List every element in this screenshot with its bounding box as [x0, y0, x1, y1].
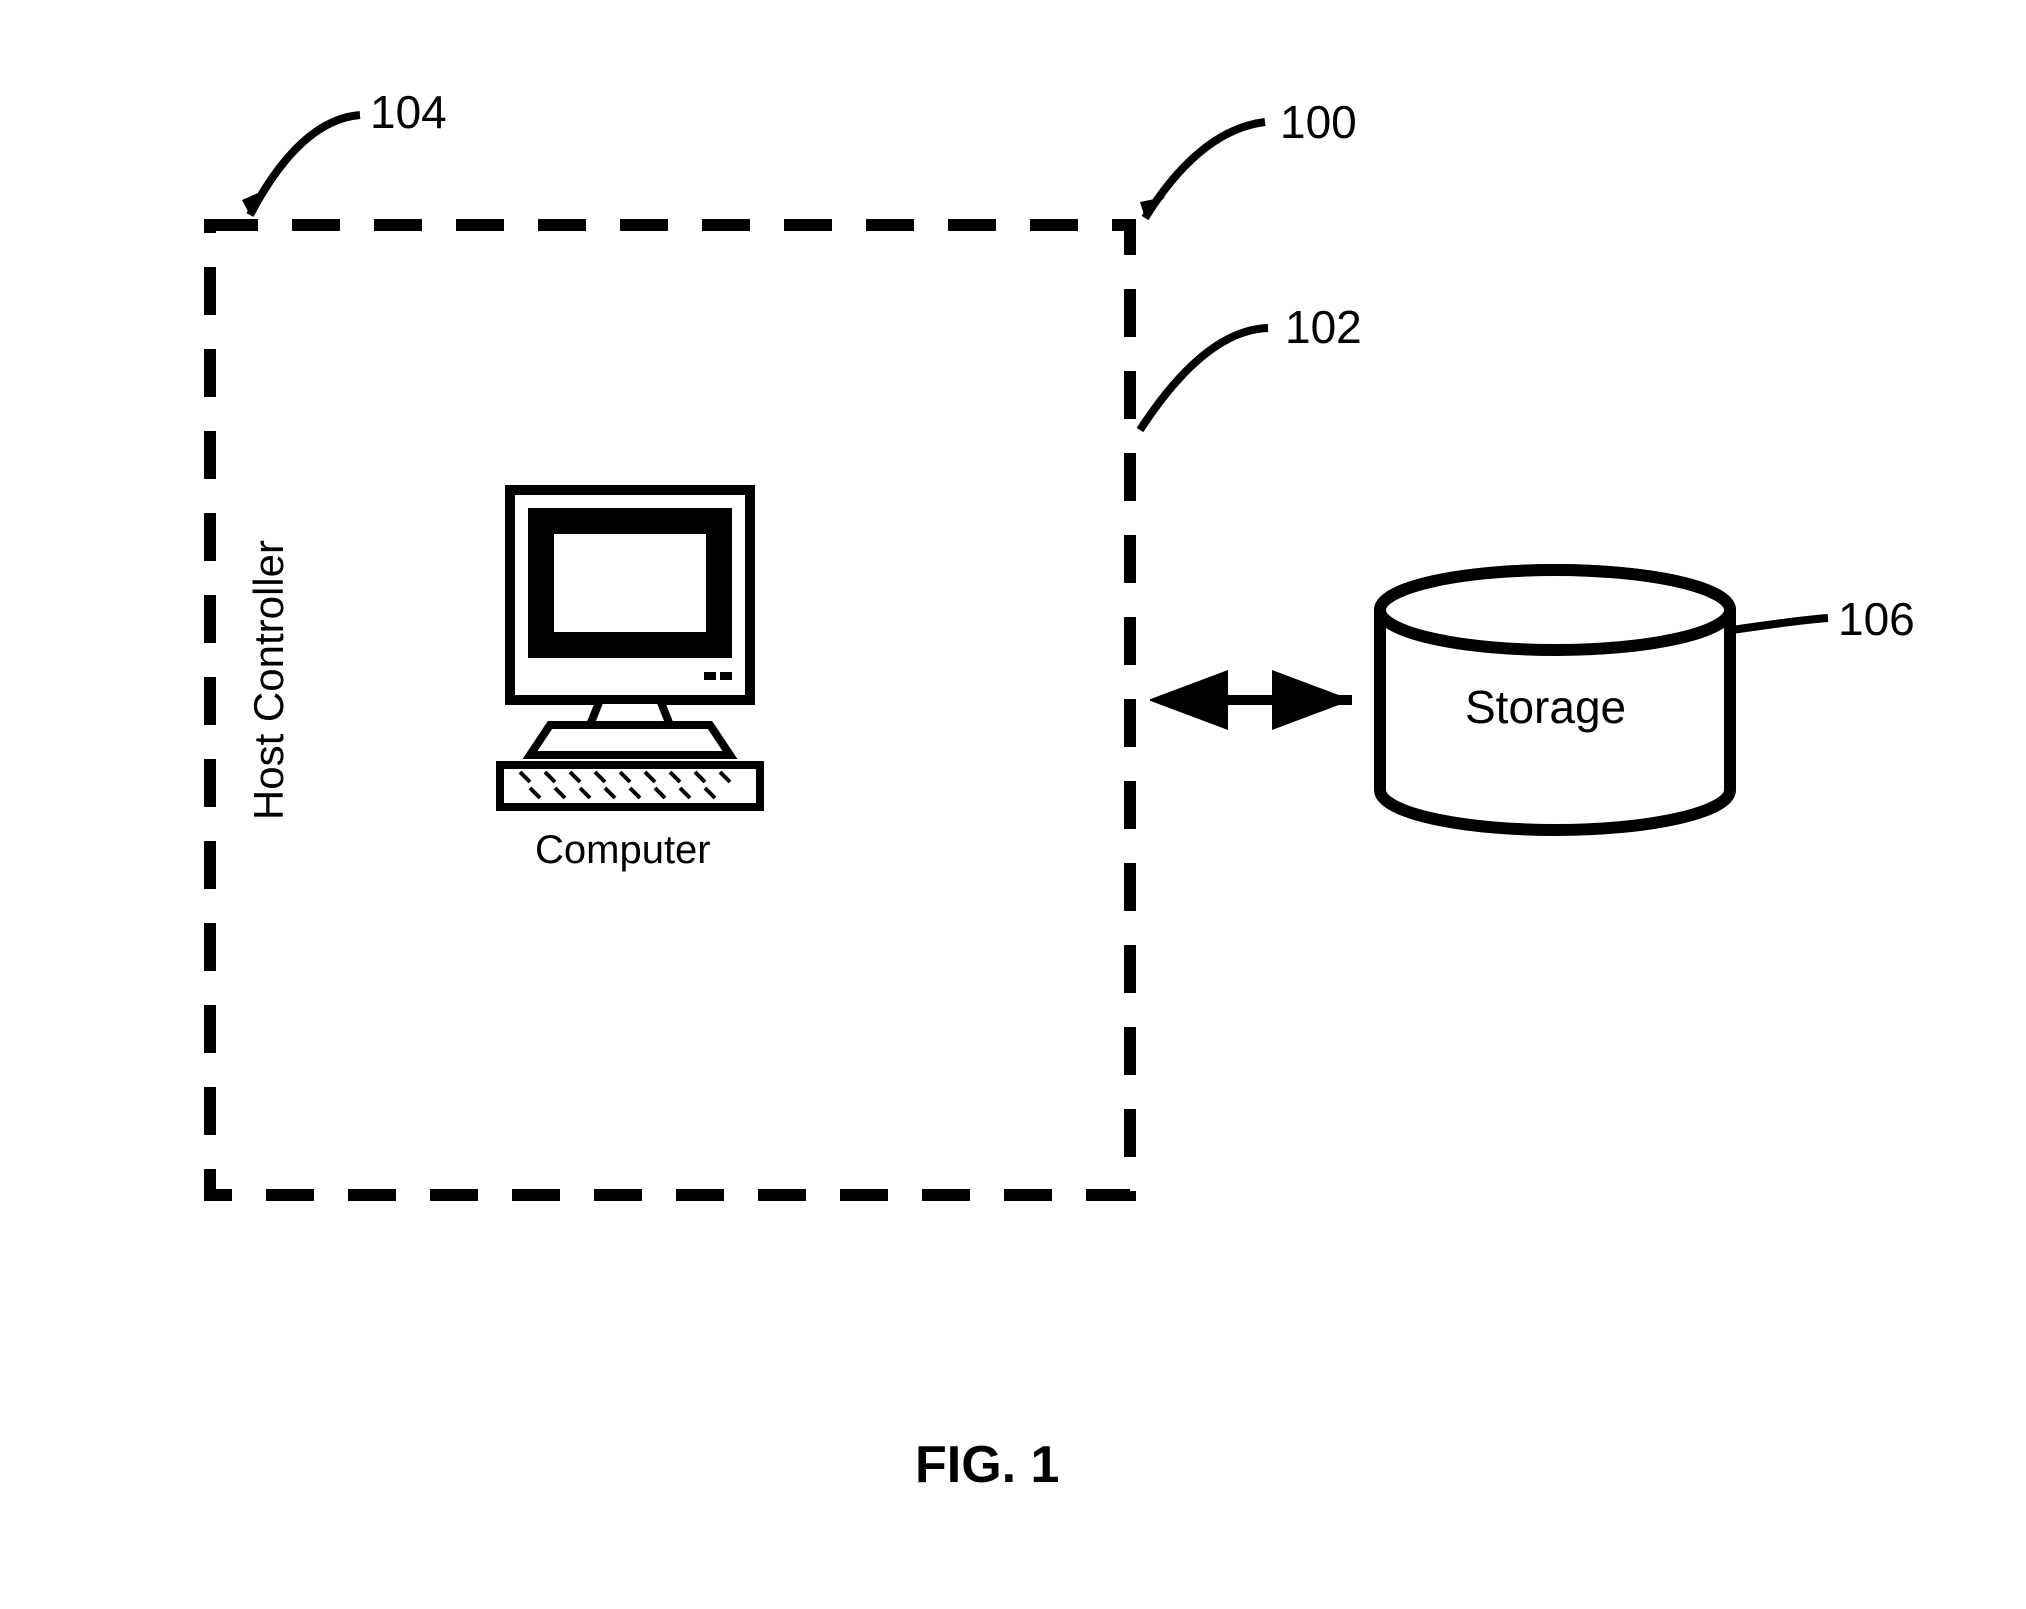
- diagram-canvas: Host Controller: [0, 0, 2026, 1609]
- ref-102: 102: [1285, 300, 1362, 354]
- ref-104: 104: [370, 85, 447, 139]
- ref-100: 100: [1280, 95, 1357, 149]
- leader-lines: [0, 0, 2026, 1609]
- ref-106: 106: [1838, 592, 1915, 646]
- figure-caption: FIG. 1: [915, 1435, 1059, 1495]
